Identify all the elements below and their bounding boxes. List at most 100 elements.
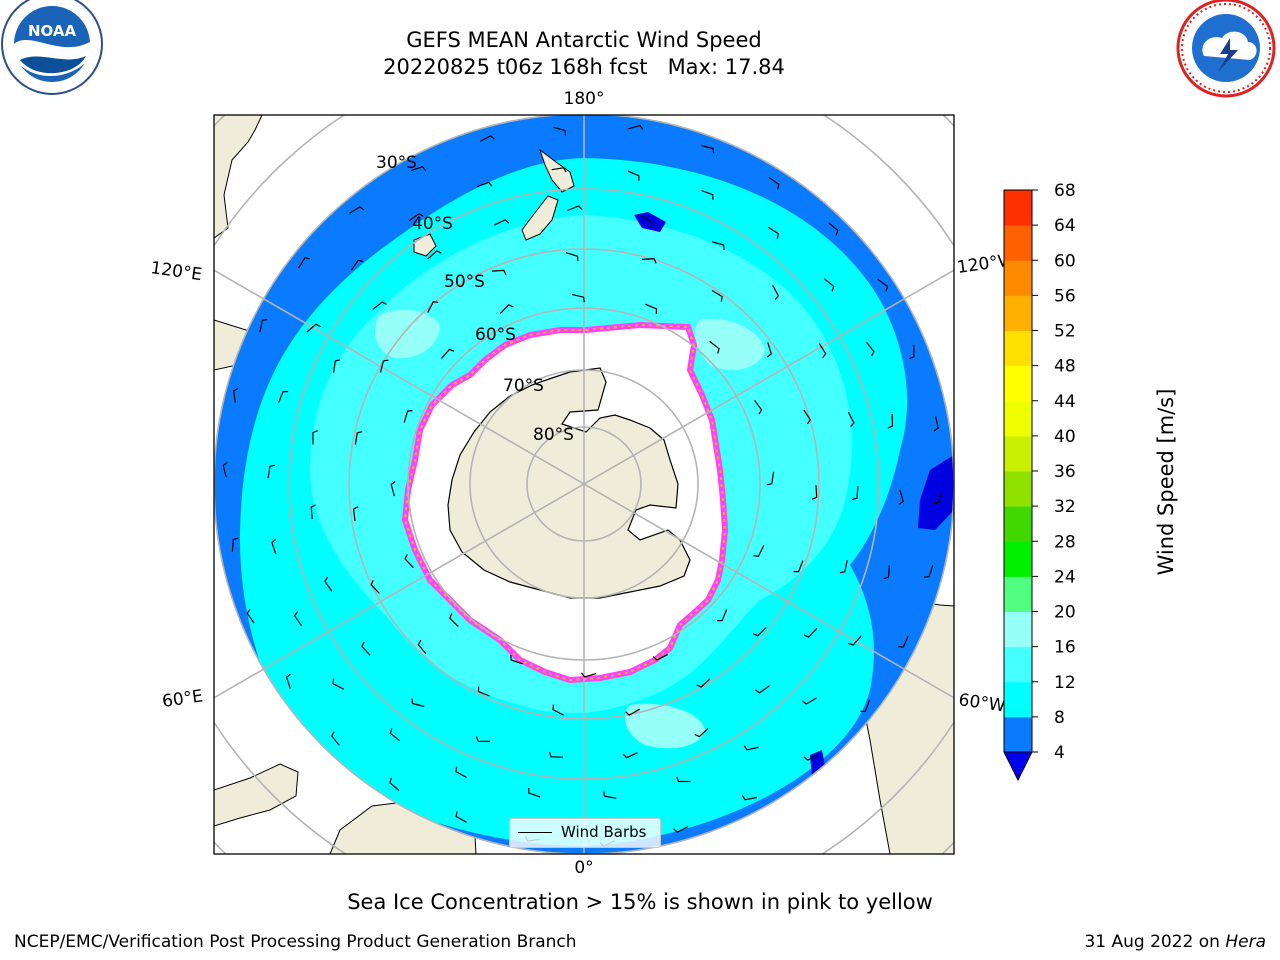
wind-barb	[694, 727, 709, 738]
wind-barb	[411, 698, 425, 708]
wind-barb	[479, 135, 495, 142]
chart-title-line-1: GEFS MEAN Antarctic Wind Speed	[406, 28, 762, 52]
latitude-label-50s: 50°S	[444, 272, 485, 292]
wind-barb	[803, 409, 812, 425]
colorbar-tick-label: 16	[1054, 638, 1076, 658]
wind-barb	[528, 787, 541, 798]
wind-barb	[898, 635, 909, 648]
wind-barb	[410, 166, 427, 172]
colorbar-segment	[1004, 225, 1032, 261]
wind-barb	[499, 304, 514, 314]
wind-barb	[909, 344, 915, 360]
colorbar-segment	[1004, 681, 1032, 718]
wind-barb	[324, 576, 333, 592]
wind-barb	[818, 343, 827, 359]
wind-barb	[803, 627, 818, 638]
wind-barb	[404, 554, 414, 569]
meridian-label-0: 0°	[574, 858, 593, 878]
latitude-label-80s: 80°S	[533, 425, 574, 445]
colorbar-segment	[1004, 471, 1032, 507]
wind-barb	[741, 795, 758, 801]
wind-barb	[477, 181, 493, 188]
credit-machine: Hera	[1225, 932, 1266, 952]
colorbar-tick-label: 4	[1054, 743, 1065, 763]
colorbar-extend-arrow	[1003, 751, 1033, 782]
colorbar-tick-label: 68	[1054, 181, 1076, 201]
wind-barb	[332, 678, 344, 690]
wind-barb	[627, 170, 640, 181]
legend-line-sample	[518, 832, 552, 833]
wind-barb	[389, 777, 400, 791]
wind-barb	[510, 654, 523, 665]
wind-barb	[285, 673, 291, 689]
wind-barb	[389, 728, 401, 742]
colorbar-label: Wind Speed [m/s]	[1154, 388, 1178, 576]
wind-barb	[802, 697, 817, 705]
wind-barb	[766, 342, 772, 358]
colorbar-tick-label: 36	[1054, 462, 1076, 482]
colorbar-tick-label: 48	[1054, 357, 1076, 377]
meridian-label-180: 180°	[564, 89, 605, 109]
colorbar-tick-label: 20	[1054, 603, 1076, 623]
map-legend: Wind Barbs	[509, 818, 661, 848]
wind-barb	[851, 486, 859, 501]
wind-barb	[246, 608, 255, 624]
colorbar-tick-label: 44	[1054, 392, 1076, 412]
wind-barb	[803, 754, 819, 761]
colorbar	[1003, 189, 1033, 782]
wind-barb	[417, 639, 427, 655]
latitude-label-60s: 60°S	[475, 325, 516, 345]
wind-barb	[641, 215, 653, 228]
wind-barb	[652, 654, 668, 661]
colorbar-segment	[1004, 435, 1032, 472]
wind-barb	[475, 736, 491, 742]
wind-barb	[866, 341, 875, 357]
wind-barb	[259, 318, 268, 333]
wind-barb	[403, 410, 413, 423]
colorbar-tick-label: 56	[1054, 286, 1076, 306]
colorbar-tick-label: 40	[1054, 427, 1076, 447]
wind-barb	[552, 704, 564, 716]
wind-barb	[372, 301, 387, 310]
colorbar-segment	[1004, 260, 1032, 296]
wind-barb	[548, 751, 564, 758]
wind-barb	[828, 222, 839, 236]
colorbar-tick-label: 60	[1054, 251, 1076, 271]
colorbar-segment	[1004, 295, 1032, 331]
wind-barb	[349, 206, 365, 214]
wind-barb	[701, 190, 714, 200]
wind-barb	[231, 537, 239, 552]
wind-barb	[755, 685, 770, 694]
wind-barb	[772, 285, 780, 300]
new-zealand-south	[521, 195, 559, 241]
colorbar-tick-label: 24	[1054, 567, 1076, 587]
wind-barb	[491, 269, 507, 276]
wind-barb	[752, 626, 767, 637]
wind-barb	[628, 124, 644, 130]
wind-barb	[267, 464, 276, 479]
colorbar-segment	[1004, 541, 1032, 577]
wind-barb	[743, 745, 759, 751]
wind-barb	[352, 506, 359, 522]
wind-barb	[754, 399, 763, 415]
wind-barb	[455, 811, 467, 823]
wind-barb	[645, 303, 658, 314]
colorbar-segment	[1004, 506, 1032, 542]
wind-barb	[933, 490, 943, 504]
wind-barb	[350, 259, 364, 271]
chart-title-line-2: 20220825 t06z 168h fcst Max: 17.84	[383, 55, 785, 79]
wind-barb	[306, 323, 321, 333]
colorbar-segment	[1004, 646, 1032, 683]
wind-barb	[847, 411, 855, 427]
wind-barb	[848, 635, 862, 646]
wind-barb	[898, 489, 904, 505]
colorbar-tick-label: 32	[1054, 497, 1076, 517]
colorbar-tick-label: 64	[1054, 216, 1076, 236]
colorbar-tick-label: 28	[1054, 532, 1076, 552]
meridian-label-60e: 60°E	[161, 686, 204, 711]
latitude-label-40s: 40°S	[412, 214, 453, 234]
wind-barb	[427, 301, 439, 313]
wind-barb	[455, 766, 467, 778]
